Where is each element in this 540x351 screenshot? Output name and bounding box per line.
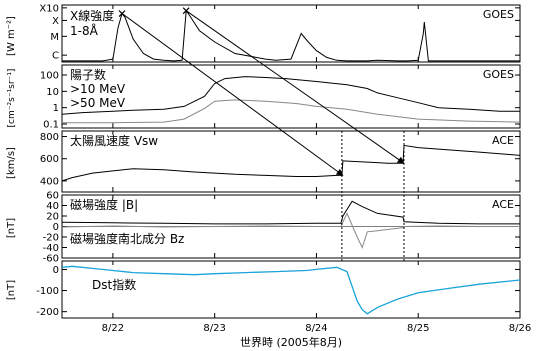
y-tick-label: 600 <box>40 154 59 165</box>
x-axis: 8/22 8/23 8/24 8/25 8/26 世界時 (2005年8月) <box>102 323 532 349</box>
y-tick-label: 1 <box>53 103 59 114</box>
x-tick-label: 8/22 <box>102 323 124 334</box>
legend-entry: >50 MeV <box>70 96 126 110</box>
x-tick-label: 8/25 <box>407 323 429 334</box>
series-line-mag-1 <box>62 212 520 249</box>
panel-title: X線強度 <box>70 8 114 23</box>
panel-title: Dst指数 <box>92 277 136 292</box>
legend-entry: >10 MeV <box>70 82 126 96</box>
panel-frame <box>61 4 521 63</box>
y-tick-label: -200 <box>36 307 59 318</box>
y-tick-label: C <box>52 51 59 62</box>
panel-proton: 0.1 1 10 100 陽子数>10 MeV>50 MeV GOES [cm⁻²s⁻¹sr… <box>7 64 521 131</box>
y-tick-label: 60 <box>46 191 59 202</box>
y-axis-label: [W m⁻²] <box>6 16 17 56</box>
panel-sw: 400 600 800 太陽風速度 Vsw ACE [km/s] <box>6 130 521 193</box>
series-line-sw-0 <box>62 144 520 182</box>
panel-title: 陽子数 <box>70 67 106 82</box>
panel-frame <box>61 260 521 319</box>
y-tick-label: -40 <box>43 243 59 254</box>
arrow <box>121 13 344 176</box>
panel-dst: 0 -100 -200 Dst指数 [nT] <box>6 260 521 319</box>
y-tick-label: 0.1 <box>43 120 59 131</box>
y-axis-label: [cm⁻²s⁻¹sr⁻¹] <box>7 69 17 128</box>
data-source: ACE <box>492 134 514 147</box>
arrow <box>185 10 405 164</box>
data-source: GOES <box>483 68 514 81</box>
legend-entry: 磁場強度南北成分 Bz <box>70 231 184 246</box>
overlay-layer <box>118 7 405 261</box>
y-tick-label: -100 <box>36 286 59 297</box>
y-tick-label: X10 <box>39 3 59 14</box>
x-tick-label: 8/26 <box>509 323 531 334</box>
x-tick-label: 8/24 <box>305 323 327 334</box>
x-tick-label: 8/23 <box>203 323 225 334</box>
y-tick-label: 0 <box>53 265 59 276</box>
y-tick-label: -60 <box>43 254 59 265</box>
series-line-mag-0 <box>62 200 520 225</box>
y-axis-label: [km/s] <box>6 147 17 179</box>
y-tick-label: -20 <box>43 233 59 244</box>
y-axis-label: [nT] <box>6 218 17 238</box>
y-tick-label: M <box>50 32 59 43</box>
y-tick-label: 10 <box>46 87 59 98</box>
panel-frame <box>61 130 521 193</box>
data-source: ACE <box>492 198 514 211</box>
series-line-xray-0 <box>62 9 520 62</box>
panel-title: 磁場強度 |B| <box>70 197 138 212</box>
y-tick-label: 20 <box>46 212 59 223</box>
y-tick-label: 0 <box>53 222 59 233</box>
data-source: GOES <box>483 8 514 21</box>
series-line-dst-0 <box>62 265 520 315</box>
series-line-proton-0 <box>62 76 520 115</box>
y-tick-label: 100 <box>40 71 59 82</box>
y-tick-label: 400 <box>40 176 59 187</box>
x-axis-label: 世界時 (2005年8月) <box>240 335 342 349</box>
y-tick-label: 800 <box>40 132 59 143</box>
series-line-proton-1 <box>62 99 520 124</box>
y-tick-label: X <box>52 16 59 27</box>
y-tick-label: 40 <box>46 201 59 212</box>
panel-frame <box>61 64 521 129</box>
panel-subtitle: 1-8Å <box>70 23 99 38</box>
y-axis-label: [nT] <box>6 280 17 300</box>
panel-title: 太陽風速度 Vsw <box>70 133 158 148</box>
